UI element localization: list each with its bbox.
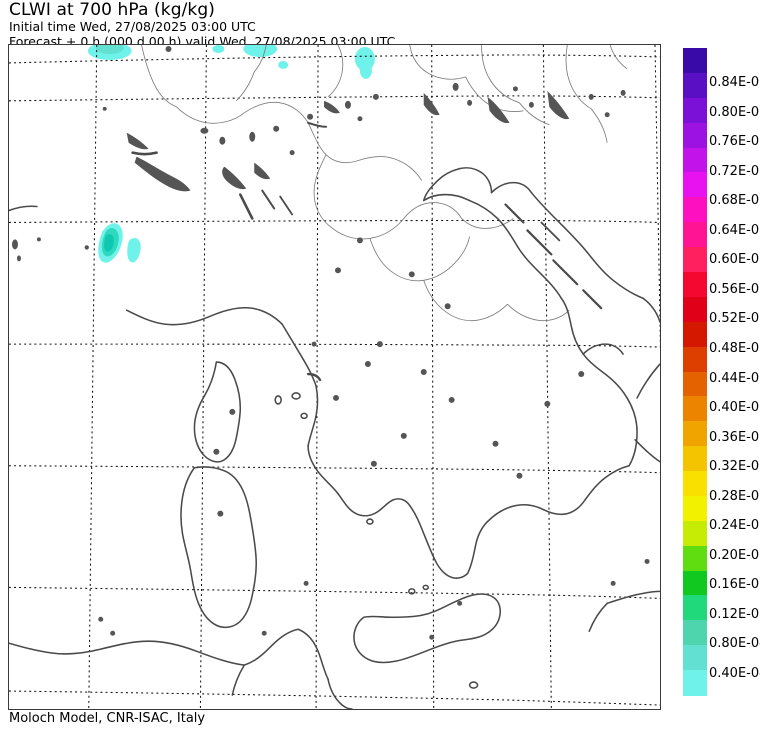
colorbar-segment-19 [683, 520, 707, 547]
orography-marks [11, 45, 650, 640]
colorbar-tick-labels: 0.84E-03 0.80E-03 0.76E-03 0.72E-03 0.68E-03… [709, 48, 760, 708]
colorbar-segment-7 [683, 222, 707, 248]
colorbar-segment-8 [683, 247, 707, 273]
colorbar-segment-24 [683, 645, 707, 671]
colorbar-segment-25 [683, 670, 707, 696]
coastlines [9, 121, 660, 709]
colorbar-segment-15 [683, 421, 707, 447]
colorbar[interactable] [683, 48, 707, 696]
colorbar-tick-label: 0.16E-03 [709, 577, 760, 593]
colorbar-segment-1 [683, 72, 707, 99]
colorbar-tick-label: 0.56E-03 [709, 281, 760, 297]
colorbar-tick-label: 0.72E-03 [709, 163, 760, 179]
colorbar-segment-4 [683, 147, 707, 174]
colorbar-tick-label: 0.80E-04 [709, 636, 760, 652]
model-credit-label: Moloch Model, CNR-ISAC, Italy [9, 711, 206, 726]
colorbar-tick-label: 0.84E-03 [709, 75, 760, 90]
colorbar-tick-label: 0.36E-03 [709, 429, 760, 445]
colorbar-tick-label: 0.76E-03 [709, 134, 760, 150]
map-canvas[interactable] [8, 44, 661, 710]
colorbar-tick-label: 0.64E-03 [709, 222, 760, 238]
colorbar-segment-18 [683, 495, 707, 522]
colorbar-tick-label: 0.80E-03 [709, 104, 760, 120]
colorbar-segment-16 [683, 446, 707, 472]
colorbar-segment-2 [683, 97, 707, 124]
colorbar-tick-label: 0.48E-03 [709, 340, 760, 356]
colorbar-segment-6 [683, 197, 707, 223]
colorbar-segment-5 [683, 172, 707, 198]
colorbar-tick-label: 0.60E-03 [709, 252, 760, 268]
clwi-field-patches [87, 45, 375, 263]
administrative-borders [141, 45, 628, 322]
colorbar-tick-label: 0.20E-03 [709, 547, 760, 563]
colorbar-segment-17 [683, 471, 707, 497]
colorbar-segment-13 [683, 371, 707, 397]
colorbar-segment-20 [683, 545, 707, 572]
colorbar-segment-23 [683, 620, 707, 646]
colorbar-segment-21 [683, 570, 707, 597]
colorbar-segment-14 [683, 396, 707, 422]
colorbar-segment-9 [683, 271, 707, 298]
colorbar-tick-label: 0.40E-04 [709, 666, 760, 681]
graticule-gridlines [9, 45, 660, 709]
colorbar-segment-10 [683, 296, 707, 323]
colorbar-segment-12 [683, 346, 707, 373]
colorbar-segment-0 [683, 48, 707, 74]
colorbar-tick-label: 0.24E-03 [709, 518, 760, 534]
colorbar-tick-label: 0.28E-03 [709, 488, 760, 504]
page-title: CLWI at 700 hPa (kg/kg) [9, 0, 215, 20]
colorbar-segment-11 [683, 321, 707, 348]
colorbar-tick-label: 0.12E-03 [709, 606, 760, 622]
colorbar-tick-label: 0.52E-03 [709, 311, 760, 327]
colorbar-tick-label: 0.32E-03 [709, 459, 760, 475]
colorbar-segment-22 [683, 595, 707, 621]
colorbar-tick-label: 0.40E-03 [709, 400, 760, 416]
colorbar-tick-label: 0.44E-03 [709, 370, 760, 386]
initial-time-label: Initial time Wed, 27/08/2025 03:00 UTC [9, 19, 256, 34]
colorbar-segment-3 [683, 122, 707, 149]
header-block: CLWI at 700 hPa (kg/kg) Initial time Wed… [9, 1, 649, 48]
map-vector-layer [9, 45, 660, 709]
colorbar-tick-label: 0.68E-03 [709, 193, 760, 209]
